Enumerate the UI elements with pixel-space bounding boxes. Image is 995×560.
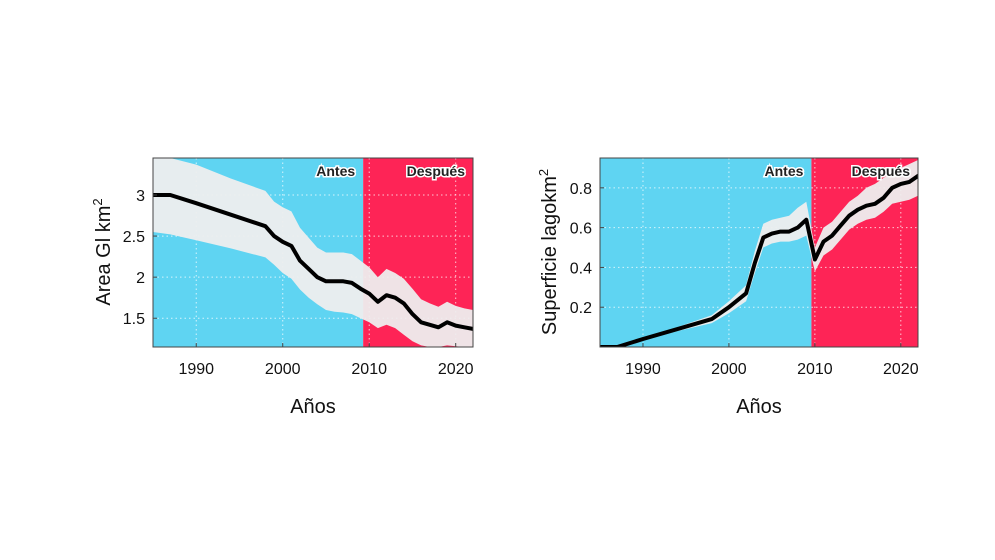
- uncertainty-band: [153, 158, 473, 347]
- plot-area: [600, 158, 918, 347]
- region-label-antes: Antes: [316, 163, 355, 179]
- plot-frame: [152, 157, 474, 348]
- x-axis-label: Años: [736, 396, 782, 418]
- x-tick-label: 1990: [625, 361, 661, 378]
- series-line: [600, 173, 918, 347]
- x-tick-label: 2010: [797, 361, 833, 378]
- region-label-despues: Después: [852, 163, 911, 179]
- x-tick-label: 1990: [178, 361, 214, 378]
- chart-1: Antes Después 1990 2000 2010 2020 1.5 2 2.5 3 Años…: [90, 157, 474, 418]
- chart-2: Antes Después 1990 2000 2010 2020 0.2 0.4 0.6 0.8…: [536, 157, 919, 418]
- region-antes: [600, 158, 812, 347]
- plot-frame: [599, 157, 919, 348]
- y-tick-label: 0.8: [570, 181, 592, 198]
- y-axis-label-superscript: 2: [90, 198, 105, 205]
- x-tick-label: 2000: [265, 361, 301, 378]
- y-tick-label: 1.5: [123, 311, 145, 328]
- region-label-antes: Antes: [765, 163, 804, 179]
- y-tick-label: 0.4: [570, 260, 592, 277]
- y-tick-label: 2.5: [123, 229, 145, 246]
- x-tick-label: 2020: [438, 361, 474, 378]
- series-line: [153, 193, 473, 331]
- y-axis-label-superscript: 2: [536, 169, 551, 176]
- x-tick-label: 2000: [711, 361, 747, 378]
- region-label-despues: Después: [407, 163, 466, 179]
- x-axis-label: Años: [290, 396, 336, 418]
- y-axis-label-text: Area Gl km: [93, 206, 115, 306]
- y-tick-label: 0.6: [570, 221, 592, 238]
- y-tick-label: 3: [136, 188, 145, 205]
- y-axis-label-text: Superficie lagokm: [539, 176, 561, 335]
- x-tick-label: 2010: [351, 361, 387, 378]
- y-axis-label: Area Gl km2: [90, 198, 115, 305]
- y-tick-label: 2: [136, 270, 145, 287]
- x-tick-label: 2020: [883, 361, 919, 378]
- y-axis-label: Superficie lagokm2: [536, 169, 561, 335]
- y-tick-label: 0.2: [570, 300, 592, 317]
- plot-area: [153, 158, 473, 347]
